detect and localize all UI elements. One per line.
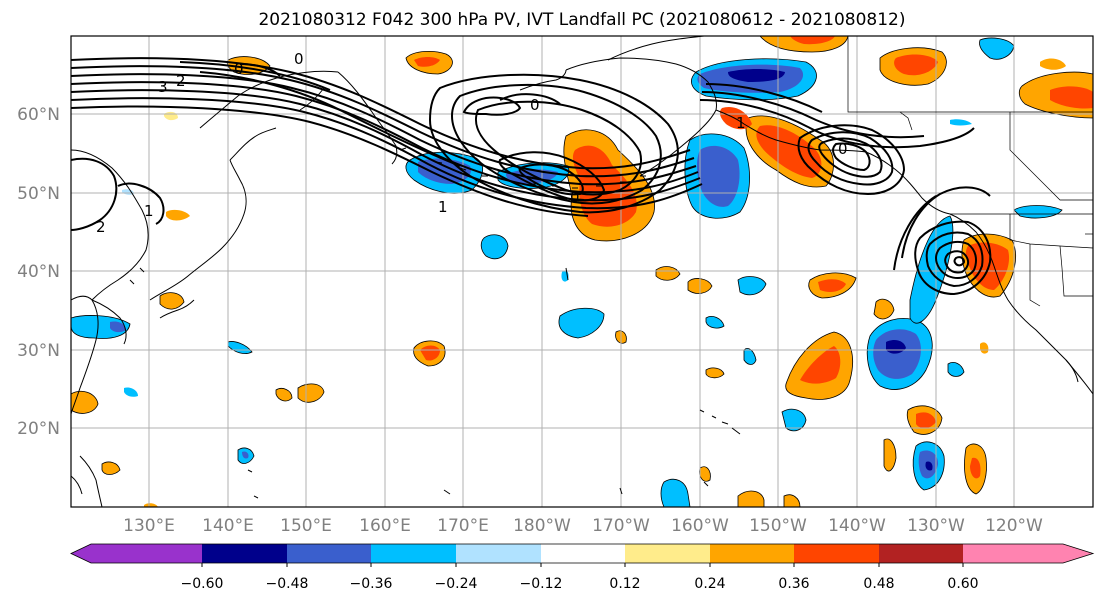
lon-label-170e: 170°E: [437, 516, 489, 536]
colorbar-segments: [70, 543, 1095, 564]
negative-anomaly-shading: [71, 37, 1063, 507]
lon-label-140w: 140°W: [828, 516, 886, 536]
contour-label-0b: 0: [294, 50, 304, 68]
contour-label-0e: 0: [838, 140, 848, 158]
longitude-labels: 130°E 140°E 150°E 160°E 170°E 180°W 170°…: [123, 516, 1043, 536]
lon-label-170w: 170°W: [592, 516, 650, 536]
colorbar-tick-labels: −0.60 −0.48 −0.36 −0.24 −0.12 0.12 0.24 …: [181, 576, 979, 592]
colorbar-label-048: 0.48: [863, 576, 894, 592]
colorbar-label-neg012: −0.12: [520, 576, 563, 592]
contour-label-3: 3: [158, 78, 168, 96]
colorbar-label-neg048: −0.48: [266, 576, 309, 592]
colorbar-label-024: 0.24: [694, 576, 725, 592]
colorbar-segment: [879, 544, 963, 563]
colorbar-segment: [456, 544, 541, 563]
lon-label-120w: 120°W: [985, 516, 1043, 536]
lon-label-130w: 130°W: [907, 516, 965, 536]
lon-label-150e: 150°E: [280, 516, 332, 536]
lon-label-180w: 180°W: [513, 516, 571, 536]
contour-label-0a: 0: [234, 60, 244, 78]
lat-label-20n: 20°N: [17, 419, 60, 439]
colorbar-segment: [371, 544, 456, 563]
colorbar-segment: [541, 544, 625, 563]
colorbar-outline: [70, 543, 1095, 564]
lon-label-160w: 160°W: [671, 516, 729, 536]
contour-label-1c: 1: [736, 114, 746, 132]
map-area: 3 2 1 2 1 1 0 0 0 0 0: [71, 36, 1093, 507]
colorbar-segment: [625, 544, 710, 563]
lat-label-50n: 50°N: [17, 184, 60, 204]
lon-label-150w: 150°W: [749, 516, 807, 536]
colorbar-segment: [202, 544, 287, 563]
colorbar-ticks: [201, 563, 964, 567]
contour-label-2: 2: [96, 218, 106, 236]
political-borders: [847, 36, 1093, 307]
lon-label-140e: 140°E: [202, 516, 254, 536]
figure-title: 2021080312 F042 300 hPa PV, IVT Landfall…: [258, 10, 905, 30]
colorbar-label-012: 0.12: [609, 576, 640, 592]
contour-label-2b: 2: [176, 72, 186, 90]
lon-label-160e: 160°E: [359, 516, 411, 536]
lat-label-40n: 40°N: [17, 262, 60, 282]
latitude-labels: 60°N 50°N 40°N 30°N 20°N: [17, 105, 60, 439]
colorbar-segment: [794, 544, 879, 563]
contour-label-0c: 0: [530, 96, 540, 114]
colorbar-label-neg024: −0.24: [435, 576, 478, 592]
colorbar-extend-low: [71, 544, 202, 563]
colorbar-label-060: 0.60: [947, 576, 978, 592]
lon-label-130e: 130°E: [123, 516, 175, 536]
colorbar: −0.60 −0.48 −0.36 −0.24 −0.12 0.12 0.24 …: [70, 543, 1095, 592]
pv-contours: [71, 57, 992, 296]
colorbar-segment: [710, 544, 794, 563]
contour-label-1b: 1: [438, 198, 448, 216]
contour-labels: 3 2 1 2 1 1 0 0 0 0 0: [96, 50, 848, 236]
contour-label-1: 1: [144, 202, 154, 220]
colorbar-label-036: 0.36: [778, 576, 809, 592]
lat-label-60n: 60°N: [17, 105, 60, 125]
contour-label-0d: 0: [570, 188, 580, 206]
colorbar-segment: [287, 544, 371, 563]
map-frame: [70, 35, 1094, 508]
colorbar-label-neg060: −0.60: [181, 576, 224, 592]
lat-label-30n: 30°N: [17, 341, 60, 361]
colorbar-label-neg036: −0.36: [350, 576, 393, 592]
colorbar-extend-high: [963, 544, 1093, 563]
